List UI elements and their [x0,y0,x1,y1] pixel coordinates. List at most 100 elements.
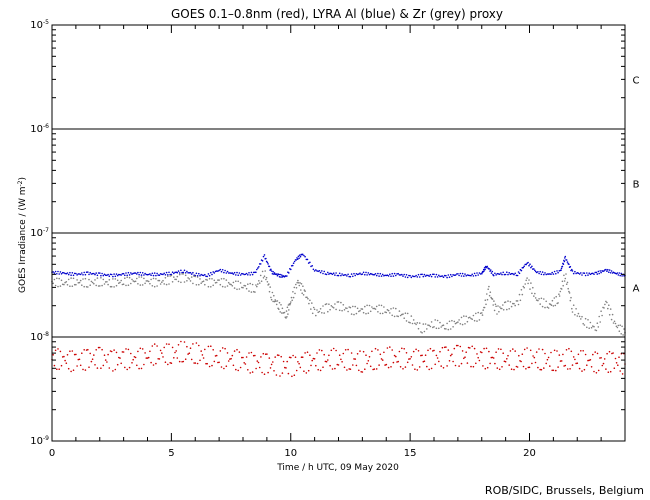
data-point [430,275,433,278]
data-point [114,278,117,280]
data-point [332,272,335,275]
data-point [63,272,65,274]
data-point [457,344,459,347]
data-point [607,371,610,374]
data-point [273,273,275,275]
data-point [280,276,282,278]
data-point [368,356,371,358]
data-point [467,317,470,319]
data-point [112,278,114,280]
data-point [171,271,174,274]
data-point [158,358,161,360]
data-point [428,368,431,371]
data-point [375,368,378,370]
data-point [75,353,77,356]
data-point [269,286,272,288]
data-point [121,283,124,286]
data-point [416,369,419,371]
data-point [502,271,505,274]
data-point [595,271,598,274]
data-point [587,359,589,362]
data-point [85,271,88,274]
data-point [215,354,218,357]
data-point [605,368,607,370]
data-point [381,359,384,361]
data-point [324,303,327,306]
data-point [435,273,438,276]
data-point [464,323,466,325]
data-point [361,371,364,373]
data-point [130,352,132,355]
data-point [350,352,353,354]
data-point [507,273,509,276]
data-point [232,273,235,275]
data-point [292,296,295,299]
data-point [128,274,131,276]
data-point [93,354,95,356]
series-layer [51,253,626,378]
data-point [402,313,404,315]
data-point [60,273,63,275]
data-point [373,273,376,276]
data-point [204,283,206,286]
data-point [402,368,404,370]
data-point [226,270,229,273]
data-point [524,283,526,285]
data-point [408,321,410,324]
data-point [67,273,70,276]
data-point [540,273,543,276]
data-point [285,317,287,319]
data-point [119,357,121,359]
data-point [379,272,382,275]
data-point [445,346,447,348]
data-point [192,343,194,345]
data-point [470,365,472,368]
data-point [257,283,259,285]
data-point [299,255,302,258]
data-point [384,364,386,366]
data-point [266,281,269,283]
data-point [621,275,623,277]
data-point [452,360,454,363]
data-point [401,347,403,350]
data-point [302,294,305,296]
data-point [520,289,523,291]
data-point [346,275,348,277]
data-point [338,309,341,312]
flare-class-label: C [633,75,640,86]
data-point [64,272,66,275]
data-point [278,308,280,311]
data-point [423,330,426,333]
data-point [241,272,243,275]
data-point [435,354,438,357]
data-point [127,348,130,351]
data-point [255,285,258,288]
data-point [134,272,137,274]
data-point [282,360,285,363]
data-point [404,366,407,368]
data-point [217,270,219,272]
data-point [590,366,593,368]
data-point [298,362,300,365]
data-point [174,351,176,354]
data-point [155,362,157,365]
data-point [181,271,183,274]
data-point [455,344,458,347]
data-point [534,269,536,272]
data-point [124,274,126,277]
data-point [448,276,451,279]
data-point [534,292,536,295]
data-point [449,273,452,276]
data-point [467,274,470,277]
data-point [149,282,151,285]
data-point [432,350,434,352]
data-point [495,274,497,276]
data-point [106,281,108,283]
data-point [508,308,511,310]
data-point [76,274,78,276]
data-point [487,288,490,291]
data-point [161,273,163,276]
data-point [53,278,56,281]
data-point [484,367,487,370]
data-point [303,370,305,373]
